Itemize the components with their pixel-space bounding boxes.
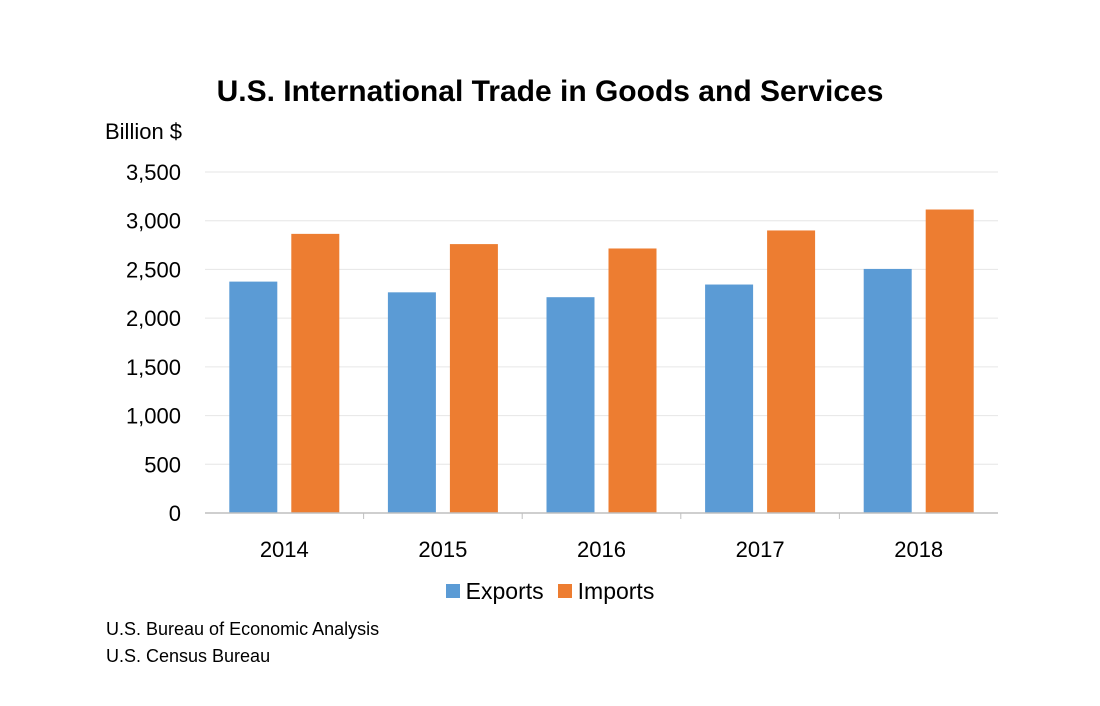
y-axis-label: Billion $ <box>105 119 183 144</box>
y-tick-label: 0 <box>169 501 181 526</box>
legend-label-imports: Imports <box>577 578 655 604</box>
legend-label-exports: Exports <box>465 578 544 604</box>
y-tick-label: 2,500 <box>126 257 181 282</box>
bar-imports-2017 <box>767 230 816 513</box>
x-tick-label: 2014 <box>260 537 309 562</box>
x-tick-label: 2018 <box>894 537 943 562</box>
tick-labels: 0 500 1,000 1,500 2,000 2,500 3,000 3,500 2014 20… <box>126 160 943 562</box>
source-line: U.S. Census Bureau <box>106 646 271 666</box>
bar-exports-2016 <box>546 297 595 513</box>
x-tick-label: 2016 <box>577 537 626 562</box>
bar-exports-2018 <box>863 268 912 513</box>
source-notes: U.S. Bureau of Economic Analysis U.S. Ce… <box>106 616 379 670</box>
legend-swatch-exports <box>445 584 460 598</box>
bar-imports-2014 <box>291 233 340 514</box>
y-tick-label: 500 <box>144 452 181 477</box>
x-tick-label: 2017 <box>736 537 785 562</box>
y-tick-label: 2,000 <box>126 306 181 331</box>
y-tick-label: 1,000 <box>126 404 181 429</box>
chart-title: U.S. International Trade in Goods and Se… <box>216 75 884 108</box>
bars <box>229 209 974 514</box>
x-tick-label: 2015 <box>418 537 467 562</box>
legend-item-exports: Exports <box>445 576 544 606</box>
legend-swatch-imports <box>557 584 572 598</box>
bar-exports-2015 <box>387 292 436 513</box>
source-line: U.S. Bureau of Economic Analysis <box>106 619 380 639</box>
y-tick-label: 1,500 <box>126 355 181 380</box>
legend-item-imports: Imports <box>557 576 655 606</box>
bar-imports-2018 <box>925 209 974 513</box>
bar-imports-2016 <box>608 248 657 513</box>
legend: Exports Imports <box>0 576 1100 606</box>
bar-exports-2017 <box>705 284 754 513</box>
bar-imports-2015 <box>449 244 498 513</box>
y-tick-label: 3,500 <box>126 160 181 185</box>
y-tick-label: 3,000 <box>126 209 181 234</box>
bar-exports-2014 <box>229 281 278 513</box>
axes <box>205 512 998 519</box>
